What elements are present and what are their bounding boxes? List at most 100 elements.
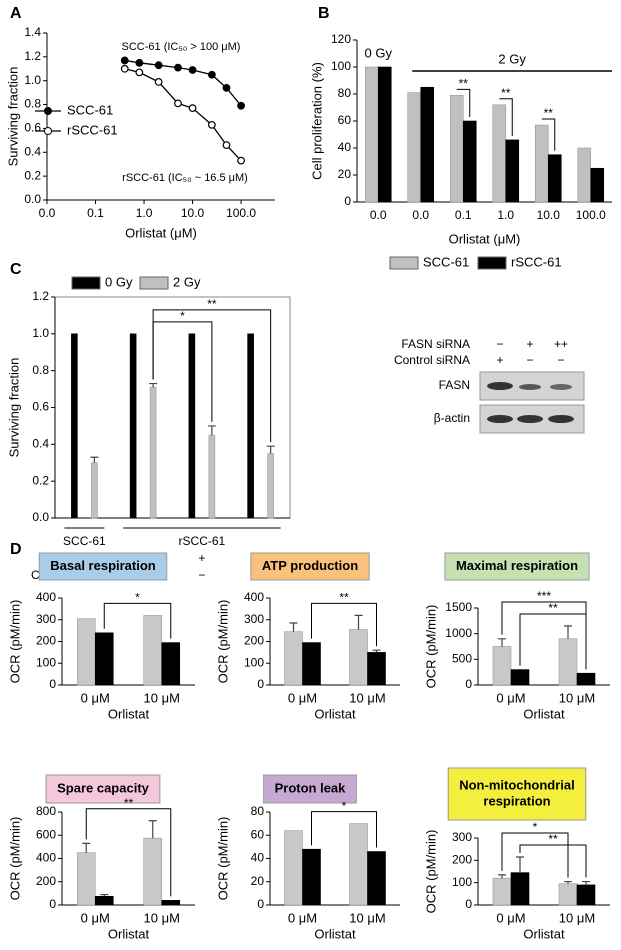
legend-label: 0 Gy [105, 274, 133, 289]
condition-value: + [198, 551, 205, 565]
x-tick-label: 0.0 [39, 206, 56, 220]
y-axis-label: OCR (pM/min) [215, 600, 230, 684]
chart-title-box [38, 552, 168, 581]
condition-value: − [198, 568, 205, 582]
annotation: 0 Gy [365, 45, 393, 60]
bar [377, 66, 392, 203]
significance-bracket [499, 98, 513, 136]
significance-bracket [519, 844, 587, 878]
y-tick-label: 1000 [445, 626, 472, 640]
bar [547, 154, 562, 203]
x-tick-label: 0.1 [87, 206, 104, 220]
error-bar [289, 622, 298, 632]
legend-label: 2 Gy [173, 274, 201, 289]
significance-bracket [501, 832, 569, 878]
x-tick-label: 10 μM [559, 690, 595, 705]
bar [492, 104, 507, 203]
blot-cell: − [496, 337, 503, 351]
significance-label: * [342, 799, 347, 813]
data-point [188, 104, 197, 113]
y-axis-label: Surviving fraction [6, 358, 21, 458]
chart-title: respiration [483, 793, 550, 808]
bar [492, 877, 512, 906]
legend-label: rSCC-61 [67, 122, 118, 137]
y-tick-label: 40 [251, 851, 265, 865]
y-tick-label: 60 [338, 113, 352, 127]
x-axis-label: Orlistat [314, 926, 356, 941]
error-bar [82, 842, 91, 853]
y-tick-label: 400 [36, 851, 56, 865]
blot-band [548, 415, 574, 423]
significance-label: ** [544, 106, 554, 120]
significance-bracket [152, 309, 272, 443]
error-bar [498, 638, 506, 647]
legend-label: SCC-61 [423, 254, 469, 269]
chart-title-box [444, 552, 590, 581]
x-tick-label: 10 μM [144, 910, 180, 925]
bar [94, 632, 114, 686]
x-tick-label: 0 μM [81, 690, 110, 705]
bar [161, 642, 181, 686]
bar [534, 124, 549, 203]
blot-band-label: FASN [439, 378, 470, 392]
x-axis-label: Orlistat (μM) [449, 231, 521, 246]
error-bar [207, 425, 216, 436]
bar [71, 333, 78, 519]
y-axis-label: Cell proliferation (%) [309, 62, 324, 180]
y-axis-label: OCR (pM/min) [423, 605, 438, 689]
y-tick-label: 0 [49, 677, 56, 691]
bar [558, 638, 578, 686]
y-tick-label: 0.0 [24, 192, 41, 206]
bar [302, 642, 321, 686]
x-tick-label: 1.0 [497, 208, 514, 222]
blot-band [487, 382, 513, 390]
bar [143, 615, 163, 686]
error-bar [266, 445, 275, 454]
panel-label: D [10, 541, 22, 558]
y-tick-label: 200 [452, 853, 472, 867]
significance-label: ** [124, 796, 134, 810]
data-point [188, 66, 197, 74]
y-tick-label: 200 [36, 874, 56, 888]
legend-swatch [71, 276, 101, 290]
blot-band [519, 384, 541, 390]
annotation: rSCC-61 (IC₅₀ ~ 16.5 μM) [122, 172, 248, 184]
bar [161, 900, 181, 906]
bar [367, 652, 386, 686]
bar [129, 333, 137, 519]
legend-swatch [139, 276, 169, 290]
y-tick-label: 0.0 [32, 510, 49, 524]
y-tick-label: 0.4 [24, 144, 41, 158]
bar [76, 852, 96, 906]
x-tick-label: 0 μM [496, 690, 525, 705]
y-tick-label: 1500 [445, 600, 472, 614]
chart-title-box [45, 774, 161, 804]
chart-title: Maximal respiration [456, 558, 578, 573]
bar [492, 646, 512, 686]
data-point [237, 156, 245, 165]
bar [284, 830, 303, 906]
data-point [120, 64, 129, 73]
significance-bracket [85, 808, 172, 897]
error-bar [354, 614, 363, 630]
y-tick-label: 0.2 [32, 473, 49, 487]
series-line [124, 59, 242, 107]
y-tick-label: 80 [251, 804, 265, 818]
y-tick-label: 120 [331, 32, 351, 46]
y-tick-label: 500 [452, 652, 472, 666]
bar [91, 462, 98, 519]
y-tick-label: 20 [251, 874, 265, 888]
y-tick-label: 0 [465, 677, 472, 691]
y-tick-label: 0.2 [24, 168, 41, 182]
blot-row-label: FASN siRNA [401, 337, 470, 351]
significance-label: ** [548, 832, 558, 846]
western-blot: FASN siRNA − + ++ Control siRNA + − − FA… [394, 337, 585, 434]
y-tick-label: 1.0 [24, 73, 41, 87]
x-tick-label: 100.0 [576, 208, 606, 222]
group-label: rSCC-61 [179, 534, 226, 548]
bar [284, 631, 303, 686]
x-axis-label: Orlistat [314, 706, 356, 721]
data-point [154, 61, 163, 70]
